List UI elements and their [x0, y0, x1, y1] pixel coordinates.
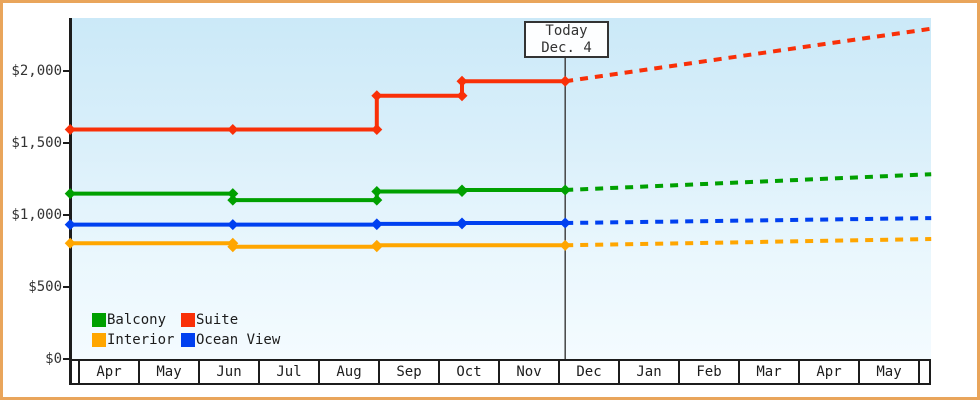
today-annotation-box: Today Dec. 4	[524, 21, 609, 58]
month-cell: Mar	[738, 361, 798, 383]
legend: Balcony Suite Interior Ocean View	[92, 311, 281, 348]
month-cell-partial	[918, 361, 931, 383]
y-axis-tick-label: $1,500	[11, 134, 62, 151]
legend-item-balcony: Balcony	[92, 311, 181, 328]
month-label: Dec	[576, 364, 602, 380]
month-label: Apr	[96, 364, 122, 380]
month-label: Jun	[216, 364, 242, 380]
y-axis-tick-mark	[63, 285, 71, 288]
month-cell: Apr	[798, 361, 858, 383]
today-date: Dec. 4	[541, 39, 592, 56]
legend-item-ocean-view: Ocean View	[181, 331, 281, 348]
plot-area	[72, 18, 931, 359]
month-cell: May	[138, 361, 198, 383]
legend-label: Suite	[196, 311, 239, 328]
y-axis-tick-mark	[63, 213, 71, 216]
month-label: Sep	[396, 364, 422, 380]
y-axis-tick-label: $2,000	[11, 62, 62, 79]
month-cell: Sep	[378, 361, 438, 383]
month-label: Jul	[276, 364, 302, 380]
x-axis: Apr May Jun Jul Aug Sep Oct Nov Dec Jan Feb Mar Apr M…	[72, 359, 931, 385]
y-axis-tick-label: $500	[28, 278, 62, 295]
legend-item-suite: Suite	[181, 311, 280, 328]
month-cell: Oct	[438, 361, 498, 383]
y-axis-tick-mark	[63, 357, 71, 360]
month-cell: May	[858, 361, 918, 383]
legend-item-interior: Interior	[92, 331, 181, 348]
month-cell: Feb	[678, 361, 738, 383]
month-label: Apr	[816, 364, 842, 380]
month-label: Nov	[516, 364, 542, 380]
month-cell: Dec	[558, 361, 618, 383]
month-label: Aug	[336, 364, 362, 380]
today-label: Today	[545, 22, 588, 39]
month-label: May	[876, 364, 902, 380]
month-cell: Nov	[498, 361, 558, 383]
month-cell: Jun	[198, 361, 258, 383]
legend-swatch-icon	[181, 332, 195, 347]
legend-label: Balcony	[107, 311, 167, 328]
month-cell: Aug	[318, 361, 378, 383]
month-label: Jan	[636, 364, 662, 380]
y-axis-tick-label: $0	[45, 350, 62, 367]
legend-swatch-icon	[92, 312, 106, 327]
month-cell: Apr	[78, 361, 138, 383]
month-cell: Jan	[618, 361, 678, 383]
y-axis-tick-mark	[63, 141, 71, 144]
month-cell: Jul	[258, 361, 318, 383]
y-axis-tick-label: $1,000	[11, 206, 62, 223]
month-label: Mar	[756, 364, 782, 380]
month-label: May	[156, 364, 182, 380]
month-label: Oct	[456, 364, 482, 380]
legend-swatch-icon	[181, 312, 195, 327]
month-label: Feb	[696, 364, 722, 380]
legend-swatch-icon	[92, 332, 106, 347]
y-axis-line	[69, 18, 72, 385]
legend-label: Interior	[107, 331, 175, 348]
legend-label: Ocean View	[196, 331, 281, 348]
y-axis-tick-mark	[63, 69, 71, 72]
